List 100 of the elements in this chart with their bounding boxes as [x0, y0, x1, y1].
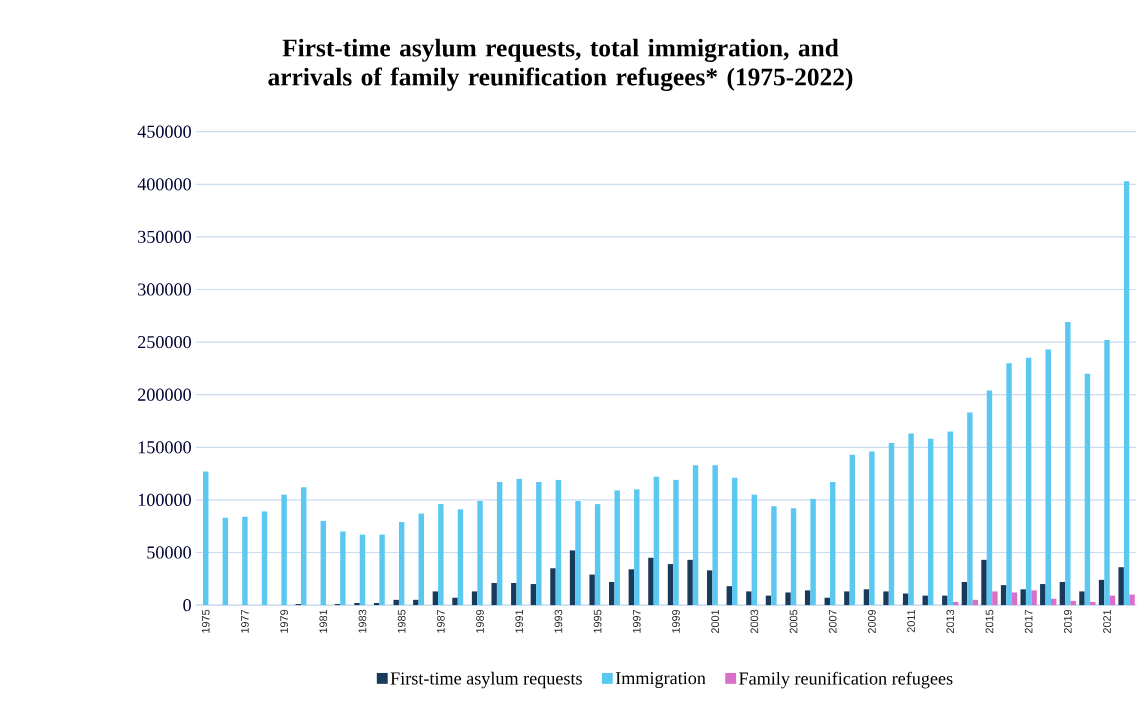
- x-tick-label: 2015: [985, 610, 994, 634]
- bar: [1084, 373, 1091, 606]
- bar: [452, 597, 458, 606]
- bar: [1045, 349, 1051, 606]
- bar: [1118, 567, 1124, 606]
- bar: [438, 504, 444, 606]
- bar: [673, 480, 679, 606]
- bar: [1059, 582, 1066, 606]
- bar: [810, 499, 816, 606]
- bar: [359, 534, 366, 606]
- x-tick-label: 2005: [789, 610, 798, 634]
- bar: [712, 465, 718, 606]
- x-tick-label: 1995: [593, 610, 602, 633]
- bar: [648, 557, 654, 606]
- bar: [594, 504, 601, 606]
- bar: [575, 501, 581, 606]
- x-tick-label: 1999: [672, 610, 680, 633]
- bar: [726, 586, 733, 606]
- x-tick-label: 1989: [476, 610, 484, 633]
- x-tick-label: 2001: [711, 610, 720, 634]
- bar: [908, 433, 914, 606]
- bar: [844, 591, 850, 606]
- bar: [771, 506, 777, 606]
- bar: [242, 516, 248, 606]
- bar: [986, 390, 993, 606]
- x-tick-label: 2011: [907, 610, 915, 633]
- bar: [1000, 585, 1007, 606]
- bar: [1123, 181, 1130, 606]
- bar: [863, 589, 870, 606]
- bar: [432, 591, 439, 606]
- y-tick-label: 150000: [138, 441, 191, 454]
- x-tick-label: 1993: [554, 610, 563, 633]
- bar: [511, 583, 517, 606]
- bar: [1025, 358, 1032, 606]
- bar: [692, 465, 699, 606]
- bar: [732, 478, 738, 606]
- bar: [418, 513, 424, 606]
- bar: [1011, 592, 1018, 606]
- bar: [790, 508, 797, 606]
- bar: [609, 582, 615, 606]
- bar: [555, 480, 562, 606]
- bar: [536, 482, 542, 606]
- bar: [888, 443, 895, 606]
- bar: [869, 451, 875, 606]
- bar: [947, 431, 953, 606]
- x-tick-label: 2013: [946, 610, 955, 634]
- bar: [203, 471, 209, 606]
- legend-label: Immigration: [615, 672, 706, 689]
- x-tick-label: 1985: [397, 610, 406, 633]
- bar: [785, 592, 791, 606]
- bar: [491, 583, 497, 606]
- bar: [320, 521, 327, 606]
- bar: [829, 482, 836, 606]
- bar: [516, 479, 522, 606]
- bar: [1104, 340, 1110, 606]
- bar: [981, 560, 987, 606]
- x-tick-label: 2009: [868, 610, 876, 634]
- bar: [961, 582, 968, 606]
- x-tick-label: 2017: [1024, 610, 1033, 634]
- bar: [628, 569, 635, 606]
- bar: [883, 591, 889, 606]
- x-tick-label: 2021: [1103, 610, 1111, 634]
- y-tick-label: 350000: [138, 230, 191, 244]
- x-tick-label: 1991: [515, 610, 524, 633]
- bar: [1065, 322, 1071, 606]
- bar: [398, 522, 405, 606]
- bar: [634, 489, 640, 606]
- x-tick-label: 1997: [632, 610, 641, 633]
- bar: [457, 509, 464, 606]
- bar: [849, 454, 856, 606]
- bar: [992, 591, 998, 606]
- bar: [261, 511, 268, 606]
- bar: [614, 490, 620, 606]
- x-tick-label: 2003: [750, 610, 759, 634]
- bar: [477, 501, 483, 606]
- chart-title: First-time asylum requests, total immigration, and arrivals of family reunification refugees* (1975-2022): [268, 38, 853, 92]
- bar: [281, 494, 287, 606]
- bar: [413, 600, 419, 606]
- bar: [746, 591, 752, 606]
- legend-label: Family reunification refugees: [739, 671, 953, 689]
- bar: [300, 487, 307, 606]
- bar: [1020, 589, 1026, 606]
- x-tick-label: 1987: [436, 610, 445, 633]
- y-tick-label: 450000: [137, 125, 191, 139]
- y-tick-label: 400000: [137, 178, 191, 191]
- x-tick-label: 1977: [241, 610, 249, 633]
- legend-label: First-time asylum requests: [390, 672, 582, 689]
- bar: [1079, 591, 1085, 606]
- bar: [751, 494, 758, 606]
- bar: [1006, 363, 1012, 606]
- bar: [373, 603, 380, 606]
- y-tick-label: 50000: [147, 546, 191, 559]
- bar: [687, 560, 693, 606]
- bar: [530, 584, 537, 606]
- bar: [653, 476, 660, 606]
- bar: [471, 591, 478, 606]
- x-tick-label: 1975: [201, 610, 210, 633]
- y-tick-label: 100000: [138, 493, 191, 507]
- x-tick-label: 2007: [828, 610, 837, 634]
- y-tick-label: 200000: [138, 388, 191, 402]
